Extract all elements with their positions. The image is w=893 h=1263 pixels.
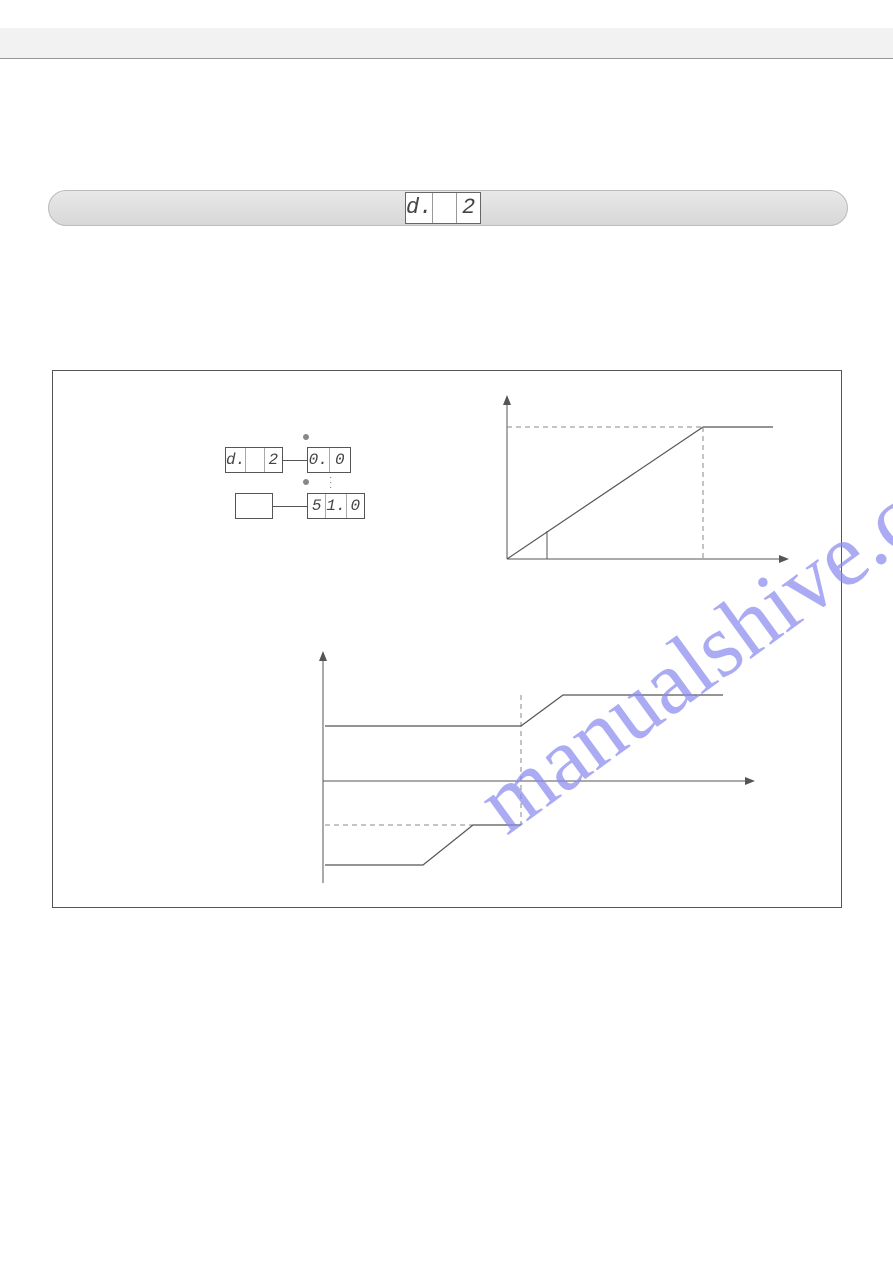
figure-container: d. 2 0. 0 ··· 5 1. 0 bbox=[52, 370, 842, 908]
section-seg-display: d. 2 bbox=[405, 192, 481, 224]
seg-char-1: d. bbox=[406, 193, 433, 223]
disp-d2: d. 2 bbox=[225, 447, 283, 473]
disp-00: 0. 0 bbox=[307, 447, 351, 473]
disp-link-2 bbox=[273, 506, 307, 507]
disp-510-c2: 1. bbox=[325, 494, 345, 518]
led-dot-1 bbox=[303, 434, 309, 440]
ellipsis-dots: ··· bbox=[329, 475, 332, 490]
seg-char-3: 2 bbox=[457, 193, 480, 223]
disp-link-1 bbox=[283, 460, 307, 461]
header-band bbox=[0, 28, 893, 58]
disp-00-c2: 0 bbox=[329, 448, 351, 472]
chart-bottom bbox=[263, 651, 763, 891]
disp-d2-c1: d. bbox=[226, 448, 245, 472]
chart-top bbox=[483, 391, 793, 571]
disp-510: 5 1. 0 bbox=[307, 493, 365, 519]
disp-d2-c2 bbox=[245, 448, 263, 472]
header-divider bbox=[0, 58, 893, 59]
disp-510-c1: 5 bbox=[308, 494, 325, 518]
disp-d2-c3: 2 bbox=[264, 448, 282, 472]
disp-blank bbox=[235, 493, 273, 519]
led-dot-2 bbox=[303, 479, 309, 485]
seg-char-2 bbox=[433, 193, 457, 223]
disp-510-c3: 0 bbox=[346, 494, 364, 518]
disp-00-c1: 0. bbox=[308, 448, 329, 472]
